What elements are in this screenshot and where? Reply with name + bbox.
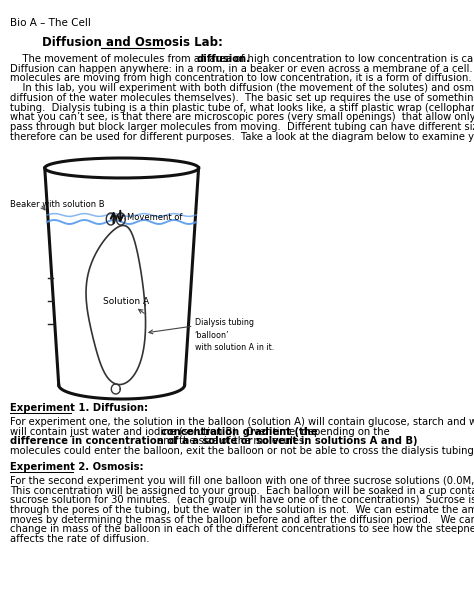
Text: Solution A: Solution A xyxy=(103,297,150,306)
Text: Bio A – The Cell: Bio A – The Cell xyxy=(10,18,91,28)
Text: sucrose solution for 30 minutes.  (each group will have one of the concentration: sucrose solution for 30 minutes. (each g… xyxy=(10,495,474,505)
Text: change in mass of the balloon in each of the different concentrations to see how: change in mass of the balloon in each of… xyxy=(10,525,474,535)
Text: For experiment one, the solution in the balloon (solution A) will contain glucos: For experiment one, the solution in the … xyxy=(10,417,474,427)
Text: Beaker with solution B: Beaker with solution B xyxy=(10,200,105,209)
Text: difference in concentration of a a solute or solvent in solutions A and B): difference in concentration of a a solut… xyxy=(10,436,418,446)
Text: molecules are moving from high concentration to low concentration, it is a form : molecules are moving from high concentra… xyxy=(10,74,472,83)
Text: therefore can be used for different purposes.  Take a look at the diagram below : therefore can be used for different purp… xyxy=(10,132,474,142)
Text: will contain just water and iodine (solution B).  Over time, depending on the: will contain just water and iodine (solu… xyxy=(10,427,393,436)
Text: In this lab, you will experiment with both diffusion (the movement of the solute: In this lab, you will experiment with bo… xyxy=(10,83,474,93)
Text: This concentration will be assigned to your group.  Each balloon will be soaked : This concentration will be assigned to y… xyxy=(10,485,474,496)
Text: moves by determining the mass of the balloon before and after the diffusion peri: moves by determining the mass of the bal… xyxy=(10,515,474,525)
Text: affects the rate of diffusion.: affects the rate of diffusion. xyxy=(10,534,150,544)
Text: diffusion.: diffusion. xyxy=(197,54,251,64)
Text: Experiment 1. Diffusion:: Experiment 1. Diffusion: xyxy=(10,403,148,413)
Text: Diffusion can happen anywhere: in a room, in a beaker or even across a membrane : Diffusion can happen anywhere: in a room… xyxy=(10,64,474,74)
Text: diffusion of the water molecules themselves).  The basic set up requires the use: diffusion of the water molecules themsel… xyxy=(10,93,474,103)
Text: what you can’t see, is that there are microscopic pores (very small openings)  t: what you can’t see, is that there are mi… xyxy=(10,112,474,122)
Text: through the pores of the tubing, but the water in the solution is not.  We can e: through the pores of the tubing, but the… xyxy=(10,505,474,515)
Text: For the second experiment you will fill one balloon with one of three sucrose so: For the second experiment you will fill … xyxy=(10,476,474,486)
Text: Diffusion and Osmosis Lab:: Diffusion and Osmosis Lab: xyxy=(42,36,223,49)
Text: The movement of molecules from an area of high concentration to low concentratio: The movement of molecules from an area o… xyxy=(10,54,474,64)
Text: molecules could enter the balloon, exit the balloon or not be able to cross the : molecules could enter the balloon, exit … xyxy=(10,446,474,456)
Text: concentration gradient (the: concentration gradient (the xyxy=(161,427,318,436)
Text: tubing.  Dialysis tubing is a thin plastic tube of, what looks like, a stiff pla: tubing. Dialysis tubing is a thin plasti… xyxy=(10,102,474,113)
Text: Experiment 2. Osmosis:: Experiment 2. Osmosis: xyxy=(10,462,144,472)
Text: Movement of: Movement of xyxy=(127,213,182,222)
Text: pass through but block larger molecules from moving.  Different tubing can have : pass through but block larger molecules … xyxy=(10,122,474,132)
Text: Dialysis tubing
‘balloon’
with solution A in it.: Dialysis tubing ‘balloon’ with solution … xyxy=(195,318,274,352)
Text: and the size of the molecules,: and the size of the molecules, xyxy=(154,436,307,446)
